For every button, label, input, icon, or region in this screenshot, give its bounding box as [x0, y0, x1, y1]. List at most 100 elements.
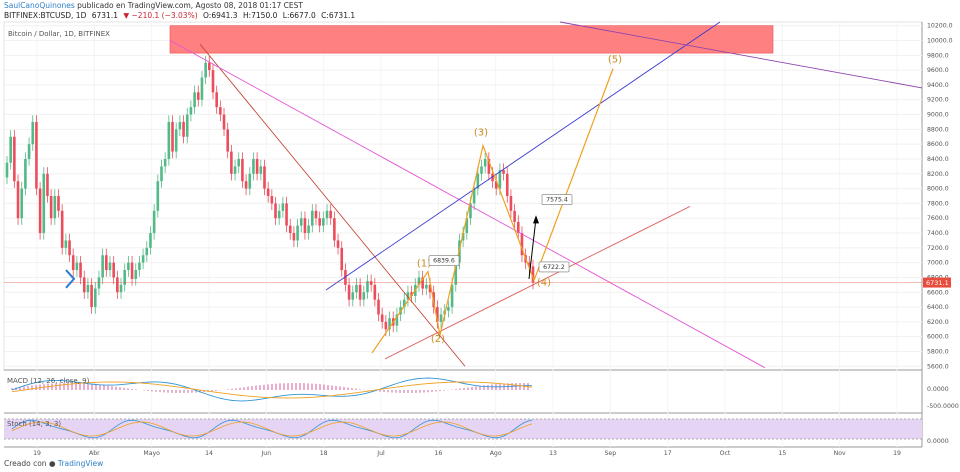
high-value: H:7150.0: [242, 11, 278, 20]
y-tick-label: 9600.0: [927, 67, 949, 74]
candle: [380, 314, 384, 322]
x-tick-label: Nov: [834, 450, 846, 457]
candle: [266, 188, 270, 196]
y-tick-label: 6000.0: [927, 334, 949, 341]
candle: [233, 166, 237, 174]
y-tick-label: 8800.0: [927, 126, 949, 133]
candle: [53, 196, 57, 219]
candle: [20, 188, 24, 219]
x-tick-label: Sep: [604, 450, 616, 457]
price-callout-label: 7575.4: [546, 197, 568, 204]
candle: [296, 225, 299, 241]
wave-label: (2): [431, 334, 445, 345]
candle: [355, 284, 358, 293]
candle: [241, 158, 244, 182]
price-callout-label: 6839.6: [433, 258, 455, 265]
candle: [75, 262, 79, 271]
trend-line-red: [199, 43, 466, 367]
candle: [428, 284, 432, 293]
candle: [5, 162, 9, 178]
candle: [82, 277, 86, 293]
candle: [60, 210, 64, 248]
x-tick-label: 18: [320, 450, 328, 457]
candle: [344, 270, 347, 285]
candle: [156, 181, 160, 211]
candle: [436, 307, 439, 322]
x-tick-label: 19: [33, 450, 41, 457]
candle: [465, 218, 469, 234]
x-tick-label: Jun: [260, 450, 271, 457]
x-tick-label: 16: [434, 450, 442, 457]
candle: [248, 173, 252, 189]
candle: [425, 284, 428, 289]
candle: [145, 247, 149, 256]
candle: [366, 281, 369, 293]
y-tick-label: 7200.0: [927, 245, 949, 252]
candle: [299, 218, 303, 226]
candle: [171, 121, 174, 152]
candle: [494, 181, 498, 189]
candle: [509, 196, 513, 211]
candle: [358, 284, 362, 300]
y-tick-label: 9000.0: [927, 112, 949, 119]
candle: [152, 210, 156, 234]
price-callout: [541, 194, 573, 205]
candle: [13, 136, 16, 182]
y-tick-label: 8600.0: [927, 141, 949, 148]
open-value: O:6941.3: [203, 11, 238, 20]
candle: [513, 210, 516, 222]
candle: [123, 270, 127, 285]
candle: [237, 158, 241, 167]
candle: [447, 307, 450, 311]
candle: [174, 129, 178, 152]
candle: [31, 121, 35, 145]
candle: [333, 218, 336, 241]
candle: [204, 62, 207, 78]
candle: [90, 284, 93, 308]
x-tick-label: Jul: [376, 450, 385, 457]
candle: [531, 266, 535, 283]
publish-info: publicado en TradingView.com, Agosto 08,…: [74, 1, 303, 10]
y-tick-label: 7400.0: [927, 230, 949, 237]
elliott-wave-path: [371, 68, 614, 354]
y-tick-label: 6600.0: [927, 289, 949, 296]
candle: [461, 233, 465, 241]
candle: [112, 262, 115, 278]
channel-line-blue: [325, 21, 721, 291]
candle: [311, 210, 314, 226]
candle: [134, 270, 138, 279]
publish-line: SaulCanoQuinones publicado en TradingVie…: [4, 1, 303, 10]
macd-axis-label: 0.0000: [927, 386, 949, 393]
candle: [388, 318, 391, 330]
candle: [373, 284, 377, 300]
candle: [259, 166, 263, 174]
candle: [35, 121, 38, 189]
candle: [516, 221, 520, 234]
close-value: C:6731.1: [321, 11, 356, 20]
candle: [292, 233, 296, 241]
author-link[interactable]: SaulCanoQuinones: [4, 1, 75, 10]
y-tick-label: 8000.0: [927, 186, 949, 193]
candle: [322, 218, 325, 226]
candle: [57, 196, 60, 211]
price-change: ▼ −210.1 (−3.03%): [123, 11, 198, 20]
tradingview-brand[interactable]: TradingView: [57, 459, 104, 468]
y-tick-label: 9800.0: [927, 52, 949, 59]
trend-line-magenta: [169, 40, 766, 369]
chart-symbol-label: Bitcoin / Dollar, 1D, BITFINEX: [8, 30, 110, 38]
candle: [141, 255, 145, 263]
x-tick-label: 17: [664, 450, 672, 457]
x-tick-label: Oct: [720, 450, 731, 457]
candle: [281, 203, 285, 211]
price-callout-label: 6722.2: [543, 264, 565, 271]
candle: [185, 114, 189, 137]
candle: [244, 181, 248, 189]
candle: [303, 218, 307, 234]
candle: [314, 210, 318, 219]
candle: [454, 262, 458, 285]
stoch-label: Stoch (14, 3, 3): [7, 420, 62, 428]
candle: [230, 151, 233, 174]
x-tick-label: Abr: [89, 450, 100, 457]
